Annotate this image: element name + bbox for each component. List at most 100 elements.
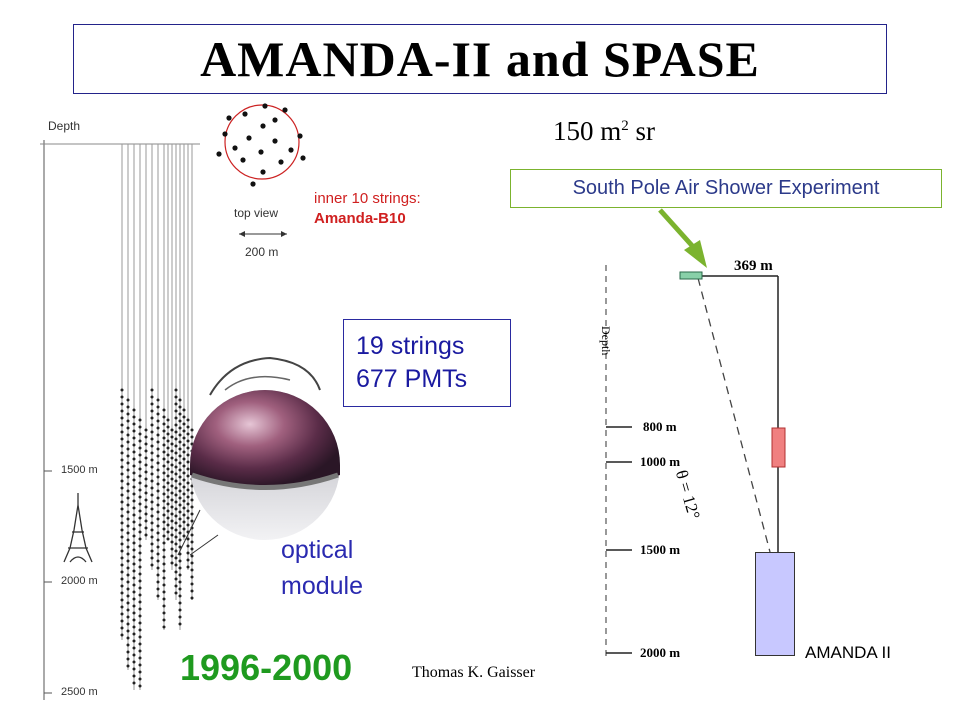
module-dot xyxy=(170,484,174,488)
module-dot xyxy=(132,681,136,685)
module-dot xyxy=(132,590,136,594)
module-dot xyxy=(156,461,160,465)
module-dot xyxy=(166,446,170,450)
module-dot xyxy=(162,562,166,566)
module-dot xyxy=(144,463,148,467)
module-dot xyxy=(138,432,142,436)
module-dot xyxy=(132,555,136,559)
module-dot xyxy=(178,545,182,549)
module-dot xyxy=(174,584,178,588)
module-dot xyxy=(190,498,194,502)
module-dot xyxy=(162,520,166,524)
module-dot xyxy=(174,479,178,483)
module-dot xyxy=(138,684,142,688)
module-dot xyxy=(166,495,170,499)
optical-module-line2: module xyxy=(281,572,363,600)
inner-strings-line2: Amanda-B10 xyxy=(314,210,406,227)
module-dot xyxy=(190,428,194,432)
module-dot xyxy=(126,440,130,444)
module-dot xyxy=(178,559,182,563)
module-dot xyxy=(120,437,124,441)
module-dot xyxy=(132,527,136,531)
module-dot xyxy=(174,549,178,553)
module-dot xyxy=(190,512,194,516)
module-dot xyxy=(162,611,166,615)
amanda-ii-detector-box xyxy=(755,552,795,656)
module-dot xyxy=(162,408,166,412)
module-dot xyxy=(120,458,124,462)
module-dot xyxy=(132,408,136,412)
module-dot xyxy=(132,569,136,573)
module-dot xyxy=(162,534,166,538)
module-dot xyxy=(126,419,130,423)
right-tick-800: 800 m xyxy=(643,419,677,434)
module-dot xyxy=(150,402,154,406)
strings-count: 19 strings xyxy=(356,332,465,360)
module-dot xyxy=(190,596,194,600)
module-dot xyxy=(120,416,124,420)
module-dot xyxy=(156,559,160,563)
module-dot xyxy=(162,618,166,622)
module-dot xyxy=(178,426,182,430)
module-dot xyxy=(150,528,154,532)
module-dot xyxy=(126,468,130,472)
module-dot xyxy=(126,517,130,521)
module-dot xyxy=(126,545,130,549)
module-dot xyxy=(178,531,182,535)
module-dot xyxy=(182,527,186,531)
module-dot xyxy=(120,570,124,574)
module-dot xyxy=(170,491,174,495)
module-dot xyxy=(162,527,166,531)
module-dot xyxy=(126,622,130,626)
module-dot xyxy=(132,653,136,657)
module-dot xyxy=(120,479,124,483)
module-dot xyxy=(174,514,178,518)
module-dot xyxy=(132,415,136,419)
module-dot xyxy=(186,509,190,513)
module-dot xyxy=(178,580,182,584)
module-dot xyxy=(174,570,178,574)
module-dot xyxy=(174,521,178,525)
module-dot xyxy=(138,481,142,485)
module-dot xyxy=(120,591,124,595)
module-dot xyxy=(166,509,170,513)
module-dot xyxy=(150,535,154,539)
pointer-arrow-icon xyxy=(658,208,707,268)
module-dot xyxy=(186,523,190,527)
module-dot xyxy=(120,612,124,616)
module-dot xyxy=(174,416,178,420)
module-dot xyxy=(138,572,142,576)
page-title: AMANDA-II and SPASE xyxy=(200,31,760,87)
module-dot xyxy=(182,513,186,517)
module-dot xyxy=(156,580,160,584)
module-dot xyxy=(162,583,166,587)
module-dot xyxy=(186,453,190,457)
module-dot xyxy=(138,656,142,660)
module-dot xyxy=(120,500,124,504)
module-dot xyxy=(162,492,166,496)
module-dot xyxy=(178,461,182,465)
module-dot xyxy=(162,471,166,475)
module-dot xyxy=(150,388,154,392)
module-dot xyxy=(132,450,136,454)
module-dot xyxy=(162,485,166,489)
module-dot xyxy=(120,493,124,497)
module-dot xyxy=(132,646,136,650)
module-dot xyxy=(132,443,136,447)
module-dot xyxy=(162,625,166,629)
module-dot xyxy=(170,449,174,453)
module-dot xyxy=(182,520,186,524)
spase-label: South Pole Air Shower Experiment xyxy=(572,177,880,199)
module-dot xyxy=(182,443,186,447)
module-dot xyxy=(138,551,142,555)
module-dot xyxy=(150,514,154,518)
module-dot xyxy=(150,395,154,399)
top-view-label: top view xyxy=(234,206,279,220)
module-dot xyxy=(126,531,130,535)
module-dot xyxy=(190,491,194,495)
strings-info-box: 19 strings 677 PMTs xyxy=(343,319,511,407)
module-dot xyxy=(126,489,130,493)
author-label: Thomas K. Gaisser xyxy=(412,664,536,681)
module-dot xyxy=(138,418,142,422)
module-dot xyxy=(126,510,130,514)
